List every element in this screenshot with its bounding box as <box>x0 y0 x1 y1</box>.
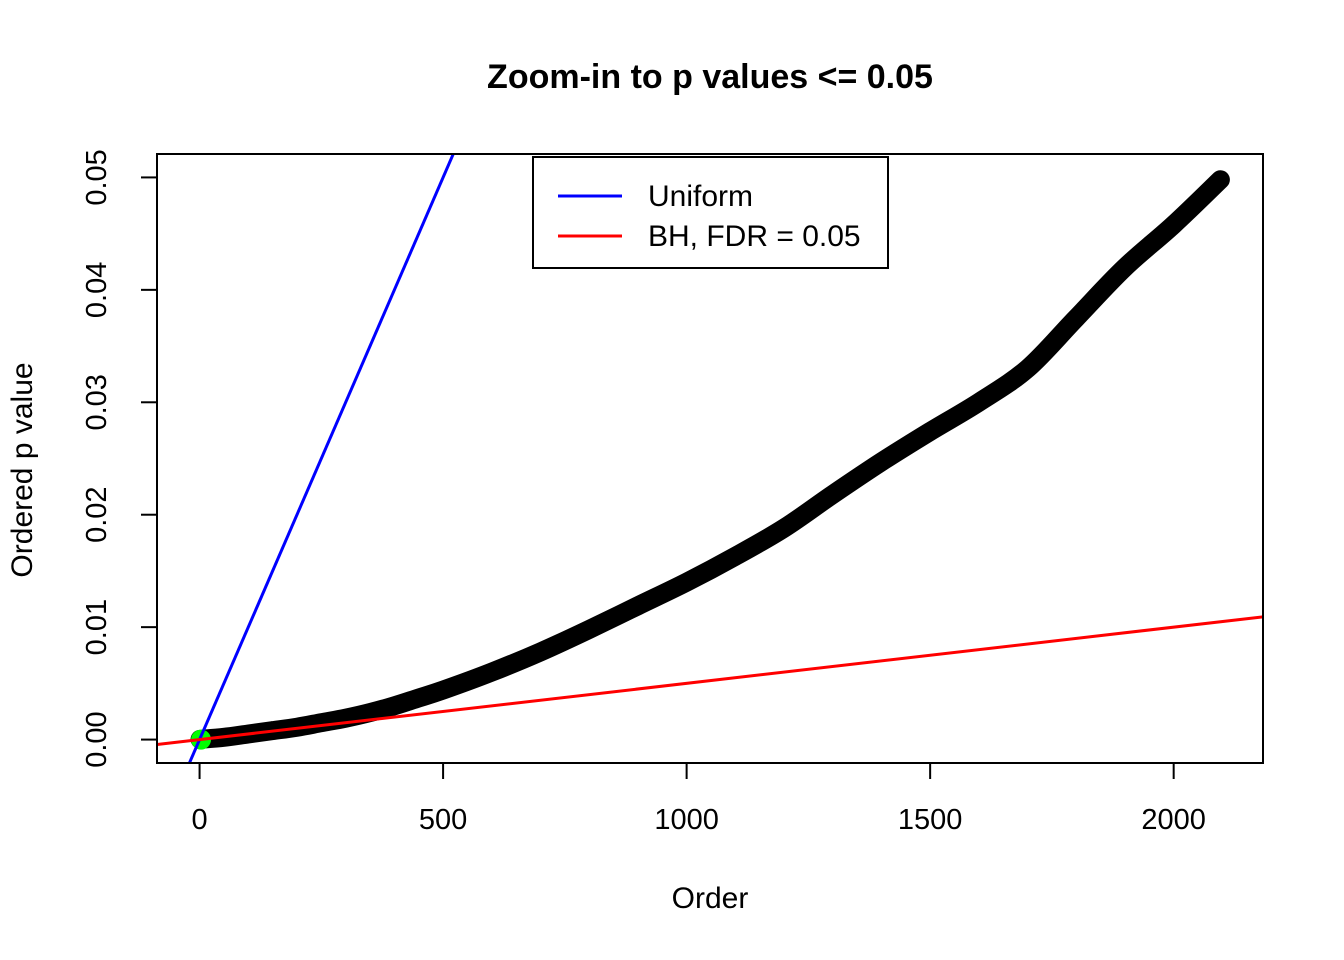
y-tick-label: 0.04 <box>81 262 113 318</box>
y-axis-ticks: 0.00 0.01 0.02 0.03 0.04 0.05 <box>81 149 157 768</box>
y-tick-label: 0.02 <box>81 486 113 542</box>
y-tick-label: 0.01 <box>81 599 113 655</box>
x-axis-ticks: 0 500 1000 1500 2000 <box>191 763 1206 836</box>
x-tick-label: 1000 <box>654 804 719 836</box>
y-tick-label: 0.03 <box>81 374 113 430</box>
ordered-p-value-curve <box>190 170 1230 749</box>
x-tick-label: 0 <box>191 804 207 836</box>
y-tick-label: 0.05 <box>81 149 113 205</box>
y-axis-label: Ordered p value <box>6 362 39 577</box>
x-tick-label: 2000 <box>1141 804 1206 836</box>
x-tick-label: 500 <box>419 804 467 836</box>
bh-fdr-line <box>157 615 1263 746</box>
uniform-line <box>187 154 455 763</box>
y-tick-label: 0.00 <box>81 711 113 767</box>
chart-title: Zoom-in to p values <= 0.05 <box>487 58 933 96</box>
x-axis-label: Order <box>672 882 749 915</box>
legend-item-label: BH, FDR = 0.05 <box>648 220 861 253</box>
plot-area <box>157 154 1263 763</box>
legend-item-label: Uniform <box>648 180 753 213</box>
legend-box: Uniform BH, FDR = 0.05 <box>532 156 889 269</box>
x-tick-label: 1500 <box>898 804 963 836</box>
plot-box <box>156 153 1264 764</box>
legend-border <box>532 156 889 269</box>
